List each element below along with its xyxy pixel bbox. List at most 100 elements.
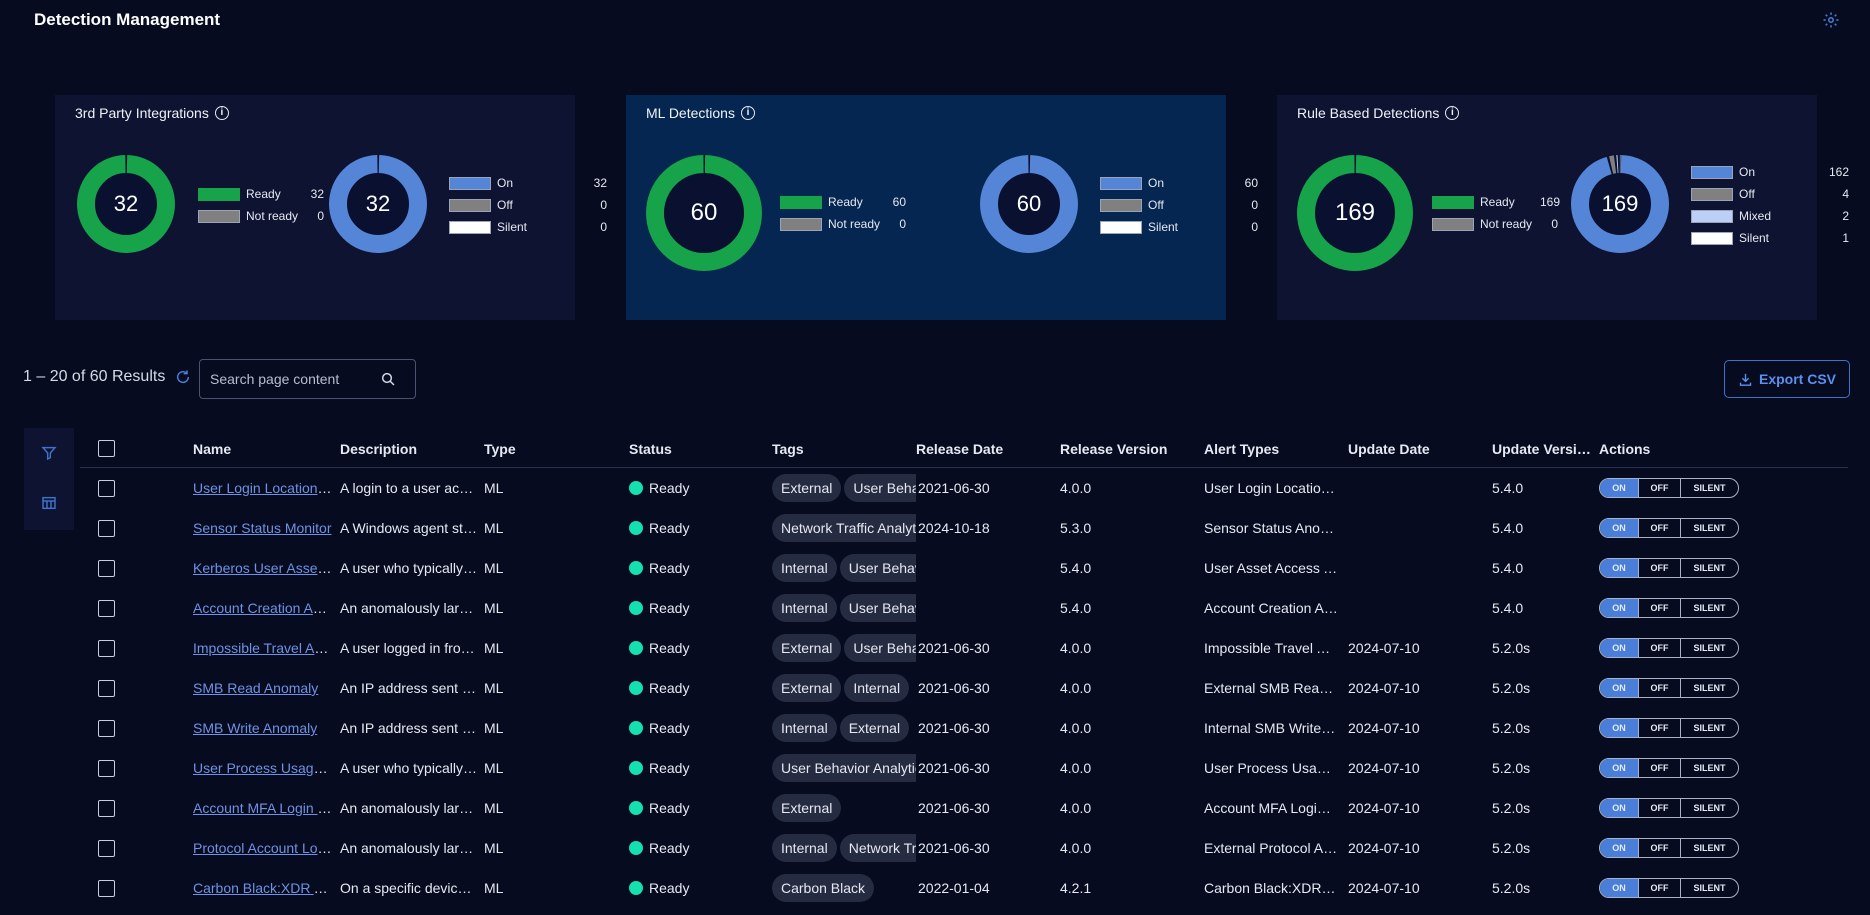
header-name[interactable]: Name bbox=[193, 440, 232, 457]
off-toggle-button[interactable]: OFF bbox=[1638, 479, 1680, 497]
readiness-donut: 169 bbox=[1295, 153, 1415, 273]
silent-toggle-button[interactable]: SILENT bbox=[1680, 759, 1738, 777]
cell-release-date: 2021-06-30 bbox=[918, 720, 990, 736]
detections-table: Name Description Type Status Tags Releas… bbox=[80, 430, 1848, 908]
select-all-checkbox[interactable] bbox=[98, 440, 115, 457]
row-checkbox[interactable] bbox=[98, 519, 115, 537]
off-toggle-button[interactable]: OFF bbox=[1638, 599, 1680, 617]
off-toggle-button[interactable]: OFF bbox=[1638, 879, 1680, 897]
tag-chip: Internal bbox=[772, 554, 837, 582]
row-checkbox[interactable] bbox=[98, 479, 115, 497]
row-select-cell bbox=[80, 759, 193, 777]
status-label: Ready bbox=[649, 600, 690, 616]
tag-chip: Network Traffic Analytics bbox=[772, 514, 916, 542]
row-checkbox[interactable] bbox=[98, 679, 115, 697]
off-toggle-button[interactable]: OFF bbox=[1638, 719, 1680, 737]
row-checkbox[interactable] bbox=[98, 599, 115, 617]
off-toggle-button[interactable]: OFF bbox=[1638, 559, 1680, 577]
detection-name-link[interactable]: Protocol Account Login Anomaly bbox=[193, 840, 340, 856]
on-toggle-button[interactable]: ON bbox=[1600, 759, 1638, 777]
cell-type: ML bbox=[484, 640, 504, 656]
columns-button[interactable] bbox=[24, 478, 74, 528]
header-tags[interactable]: Tags bbox=[772, 440, 804, 457]
export-csv-button[interactable]: Export CSV bbox=[1724, 360, 1850, 398]
tag-chip: Internal bbox=[772, 714, 837, 742]
row-select-cell bbox=[80, 639, 193, 657]
silent-toggle-button[interactable]: SILENT bbox=[1680, 639, 1738, 657]
row-checkbox[interactable] bbox=[98, 559, 115, 577]
cell-actions: ON OFF SILENT bbox=[1599, 638, 1749, 658]
header-release-version[interactable]: Release Version bbox=[1060, 440, 1168, 457]
detection-name-link[interactable]: Kerberos User Asset Access bbox=[193, 560, 340, 576]
off-toggle-button[interactable]: OFF bbox=[1638, 839, 1680, 857]
on-toggle-button[interactable]: ON bbox=[1600, 479, 1638, 497]
silent-toggle-button[interactable]: SILENT bbox=[1680, 719, 1738, 737]
on-toggle-button[interactable]: ON bbox=[1600, 519, 1638, 537]
header-release-date[interactable]: Release Date bbox=[916, 440, 1004, 457]
row-checkbox[interactable] bbox=[98, 799, 115, 817]
header-update-date[interactable]: Update Date bbox=[1348, 440, 1430, 457]
tag-chip: User Behavior Analytics bbox=[844, 474, 916, 502]
header-description[interactable]: Description bbox=[340, 440, 418, 457]
silent-toggle-button[interactable]: SILENT bbox=[1680, 599, 1738, 617]
row-checkbox[interactable] bbox=[98, 719, 115, 737]
filter-button[interactable] bbox=[24, 428, 74, 478]
silent-toggle-button[interactable]: SILENT bbox=[1680, 519, 1738, 537]
detection-name-link[interactable]: SMB Read Anomaly bbox=[193, 680, 319, 696]
readiness-donut: 32 bbox=[75, 153, 177, 255]
detection-name-link[interactable]: User Process Usage Anomaly bbox=[193, 760, 340, 776]
detection-name-link[interactable]: SMB Write Anomaly bbox=[193, 720, 318, 736]
info-icon[interactable]: i bbox=[214, 106, 229, 120]
cell-release-version: 4.0.0 bbox=[1060, 840, 1092, 856]
silent-toggle-button[interactable]: SILENT bbox=[1680, 479, 1738, 497]
detection-name-link[interactable]: Impossible Travel Anomaly bbox=[193, 640, 340, 656]
off-toggle-button[interactable]: OFF bbox=[1638, 799, 1680, 817]
row-checkbox[interactable] bbox=[98, 639, 115, 657]
off-toggle-button[interactable]: OFF bbox=[1638, 759, 1680, 777]
silent-toggle-button[interactable]: SILENT bbox=[1680, 879, 1738, 897]
search-icon[interactable] bbox=[380, 371, 396, 387]
detection-name-link[interactable]: Account MFA Login Failures bbox=[193, 800, 340, 816]
state-donut: 169 bbox=[1569, 153, 1671, 255]
silent-toggle-button[interactable]: SILENT bbox=[1680, 839, 1738, 857]
readiness-donut-chart bbox=[1297, 155, 1413, 271]
on-toggle-button[interactable]: ON bbox=[1600, 799, 1638, 817]
silent-toggle-button[interactable]: SILENT bbox=[1680, 559, 1738, 577]
detection-name-link[interactable]: Carbon Black:XDR Anomaly bbox=[193, 880, 340, 896]
silent-toggle-button[interactable]: SILENT bbox=[1680, 799, 1738, 817]
off-toggle-button[interactable]: OFF bbox=[1638, 519, 1680, 537]
ml-detections-card[interactable]: ML Detections i 60 Ready 60 Not ready 0 60… bbox=[626, 95, 1258, 320]
gear-icon[interactable] bbox=[1822, 11, 1840, 29]
header-update-version[interactable]: Update Version bbox=[1492, 440, 1594, 457]
info-icon[interactable]: i bbox=[740, 106, 755, 120]
on-toggle-button[interactable]: ON bbox=[1600, 639, 1638, 657]
search-input[interactable] bbox=[210, 371, 380, 387]
row-checkbox[interactable] bbox=[98, 879, 115, 897]
header-status[interactable]: Status bbox=[629, 440, 672, 457]
cell-description: An anomalously large number of accounts bbox=[340, 600, 484, 616]
detection-name-link[interactable]: Sensor Status Monitor bbox=[193, 520, 332, 536]
header-actions: Actions bbox=[1599, 440, 1651, 457]
on-toggle-button[interactable]: ON bbox=[1600, 599, 1638, 617]
off-toggle-button[interactable]: OFF bbox=[1638, 639, 1680, 657]
detection-name-link[interactable]: Account Creation Anomaly bbox=[193, 600, 340, 616]
on-toggle-button[interactable]: ON bbox=[1600, 679, 1638, 697]
on-toggle-button[interactable]: ON bbox=[1600, 559, 1638, 577]
row-checkbox[interactable] bbox=[98, 759, 115, 777]
table-side-rail bbox=[24, 428, 74, 530]
on-toggle-button[interactable]: ON bbox=[1600, 879, 1638, 897]
legend-item-off: Off 4 bbox=[1691, 183, 1849, 205]
refresh-icon[interactable] bbox=[175, 369, 191, 385]
off-toggle-button[interactable]: OFF bbox=[1638, 679, 1680, 697]
info-icon[interactable]: i bbox=[1445, 106, 1460, 120]
silent-toggle-button[interactable]: SILENT bbox=[1680, 679, 1738, 697]
state-total: 32 bbox=[365, 191, 391, 216]
on-toggle-button[interactable]: ON bbox=[1600, 839, 1638, 857]
header-type[interactable]: Type bbox=[484, 440, 516, 457]
readiness-legend: Ready 60 Not ready 0 bbox=[780, 191, 906, 235]
row-checkbox[interactable] bbox=[98, 839, 115, 857]
detection-name-link[interactable]: User Login Location Anomaly bbox=[193, 480, 340, 496]
ready-swatch bbox=[780, 195, 822, 209]
on-toggle-button[interactable]: ON bbox=[1600, 719, 1638, 737]
header-alert-types[interactable]: Alert Types bbox=[1204, 440, 1280, 457]
